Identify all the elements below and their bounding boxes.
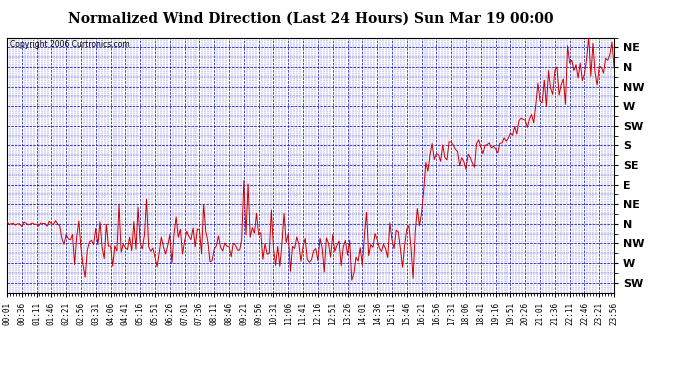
Text: Normalized Wind Direction (Last 24 Hours) Sun Mar 19 00:00: Normalized Wind Direction (Last 24 Hours… [68, 11, 553, 25]
Text: Copyright 2006 Curtronics.com: Copyright 2006 Curtronics.com [10, 40, 130, 49]
